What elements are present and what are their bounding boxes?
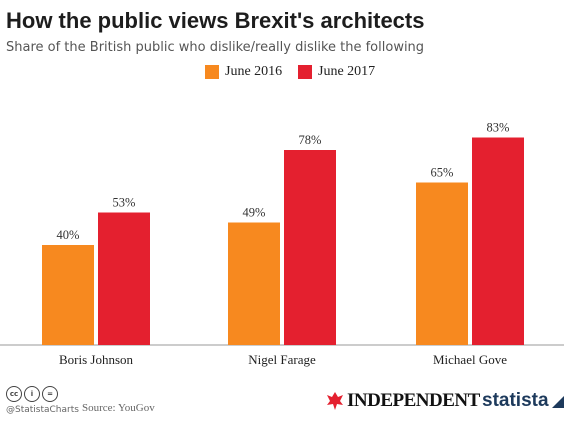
nd-icon: =: [42, 386, 58, 402]
license-icons: cc i =: [6, 386, 58, 402]
bar-nigel-farage-june-2016: [228, 222, 280, 345]
x-tick-label-boris-johnson: Boris Johnson: [59, 352, 134, 367]
legend: June 2016 June 2017: [0, 64, 564, 86]
bar-boris-johnson-june-2016: [42, 245, 94, 345]
cc-icon: cc: [6, 386, 22, 402]
bar-chart: 40% 53% Boris Johnson 49% 78% Nigel Farage 65%…: [0, 121, 564, 367]
legend-item-june-2016: June 2016: [205, 64, 282, 80]
bar-michael-gove-june-2016: [416, 182, 468, 345]
x-tick-label-michael-gove: Michael Gove: [433, 352, 507, 367]
eagle-icon: [327, 392, 343, 410]
independent-wordmark: INDEPENDENT: [347, 390, 480, 411]
legend-label-june-2016: June 2016: [225, 64, 283, 79]
by-icon: i: [24, 386, 40, 402]
legend-swatch-june-2016: [205, 65, 219, 79]
statista-logo: statista: [482, 390, 564, 412]
statista-mark-icon: [551, 395, 564, 408]
data-label-boris-johnson-june-2016: 40%: [57, 228, 80, 242]
data-label-michael-gove-june-2017: 83%: [487, 121, 510, 135]
independent-logo: INDEPENDENT: [326, 390, 480, 412]
data-label-nigel-farage-june-2017: 78%: [299, 133, 322, 147]
x-tick-label-nigel-farage: Nigel Farage: [248, 352, 316, 367]
data-label-michael-gove-june-2016: 65%: [431, 166, 454, 180]
bar-nigel-farage-june-2017: [284, 150, 336, 345]
statista-handle: @StatistaCharts: [6, 405, 79, 415]
bar-michael-gove-june-2017: [472, 137, 524, 345]
legend-label-june-2017: June 2017: [318, 64, 376, 79]
footer: cc i = @StatistaCharts Source: YouGov IN…: [0, 378, 564, 423]
bar-boris-johnson-june-2017: [98, 212, 150, 345]
statista-wordmark: statista: [482, 390, 549, 411]
legend-item-june-2017: June 2017: [298, 64, 375, 80]
data-label-nigel-farage-june-2016: 49%: [243, 206, 266, 220]
legend-swatch-june-2017: [298, 65, 312, 79]
source-note: Source: YouGov: [82, 402, 155, 414]
chart-title: How the public views Brexit's architects: [6, 8, 425, 33]
chart-subtitle: Share of the British public who dislike/…: [6, 40, 425, 55]
data-label-boris-johnson-june-2017: 53%: [113, 196, 136, 210]
